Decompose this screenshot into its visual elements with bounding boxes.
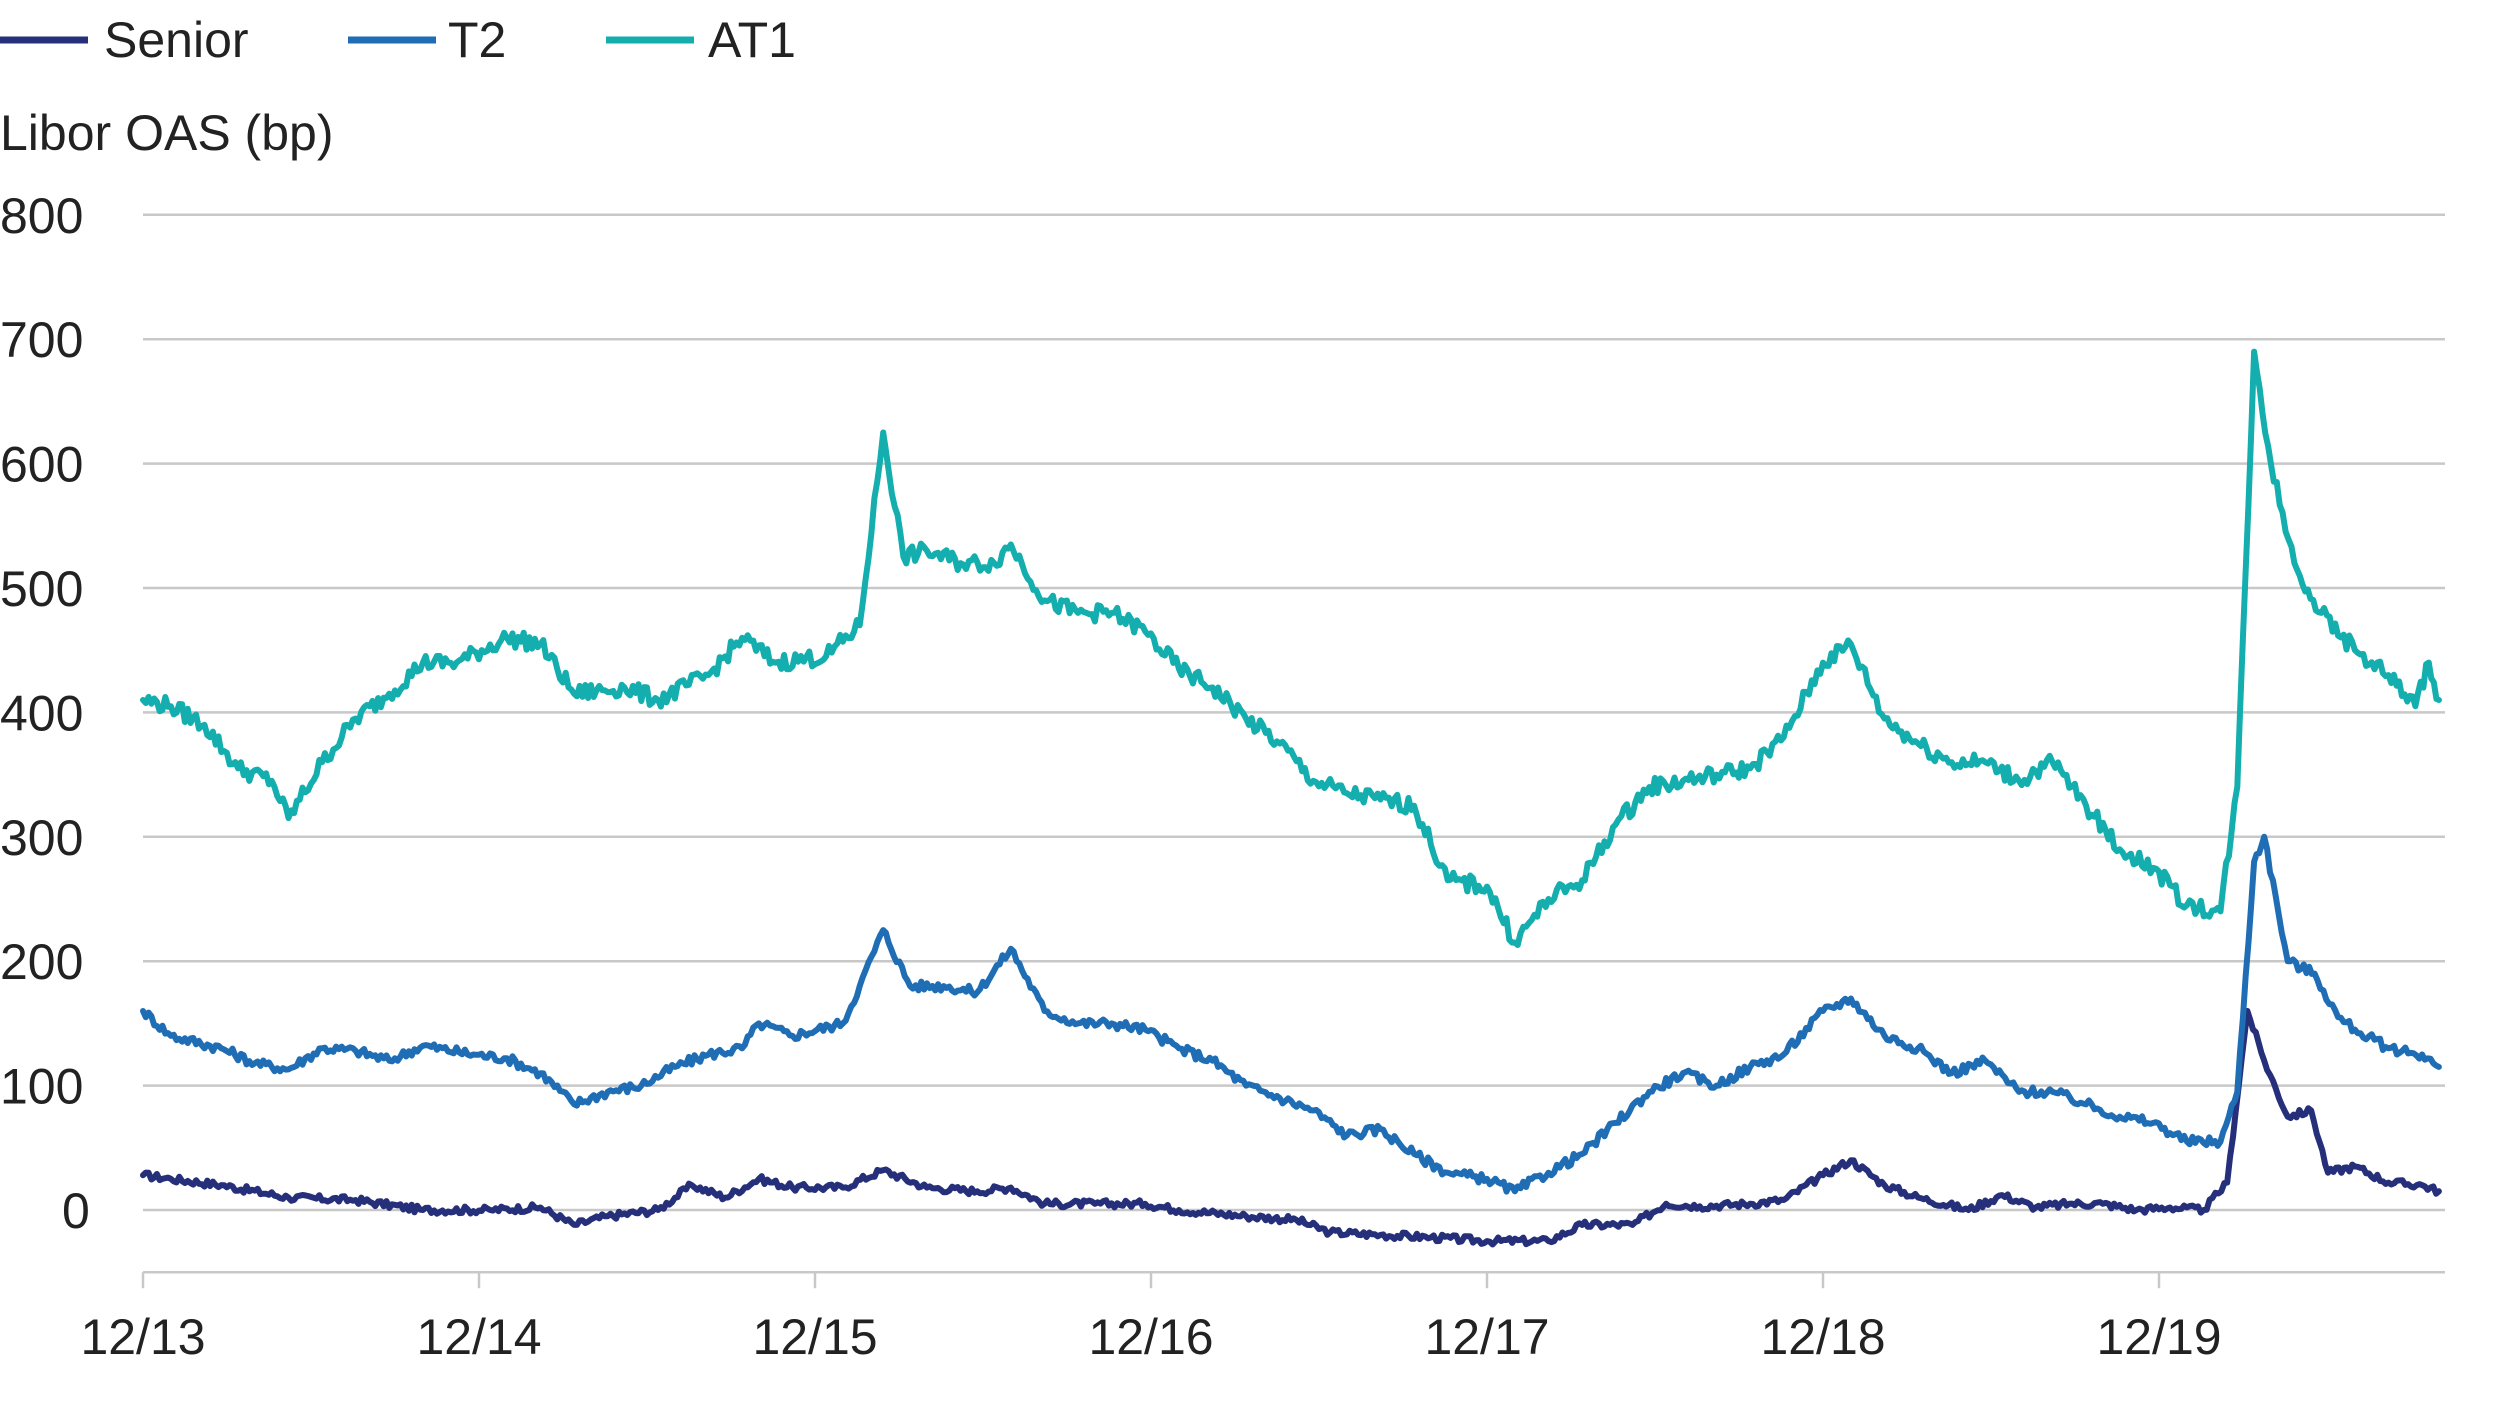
x-axis-ticks: 12/13 12/14 12/15 12/16 12/17 12/18 12/19 <box>80 1272 2222 1365</box>
series-lines <box>140 348 2442 1248</box>
y-tick-label: 800 <box>0 188 83 244</box>
x-tick-label: 12/14 <box>416 1309 541 1365</box>
series-line-senior <box>140 1008 2442 1248</box>
y-tick-label: 500 <box>0 561 83 617</box>
y-tick-label: 700 <box>0 312 83 368</box>
y-tick-label: 600 <box>0 437 83 493</box>
y-tick-label: 100 <box>0 1059 83 1115</box>
series-line-at1 <box>140 348 2442 948</box>
y-tick-label: 0 <box>62 1183 90 1239</box>
y-tick-label: 300 <box>0 810 83 866</box>
series-line-t2 <box>140 833 2442 1195</box>
x-tick-label: 12/17 <box>1424 1309 1549 1365</box>
x-tick-label: 12/15 <box>752 1309 877 1365</box>
y-tick-label: 400 <box>0 685 83 741</box>
legend-item-t2: T2 <box>348 12 506 68</box>
y-axis-title: Libor OAS (bp) <box>0 105 333 161</box>
y-tick-label: 200 <box>0 934 83 990</box>
gridlines <box>143 213 2445 1274</box>
legend-label-t2: T2 <box>448 12 506 68</box>
legend-label-senior: Senior <box>104 12 249 68</box>
x-tick-label: 12/13 <box>80 1309 205 1365</box>
x-tick-label: 12/18 <box>1760 1309 1885 1365</box>
x-tick-label: 12/19 <box>2096 1309 2221 1365</box>
legend-item-senior: Senior <box>0 12 249 68</box>
legend: Senior T2 AT1 <box>0 12 796 68</box>
legend-item-at1: AT1 <box>606 12 796 68</box>
y-axis-ticks: 0 100 200 300 400 500 600 700 800 <box>0 188 90 1239</box>
x-tick-label: 12/16 <box>1088 1309 1213 1365</box>
legend-label-at1: AT1 <box>708 12 796 68</box>
